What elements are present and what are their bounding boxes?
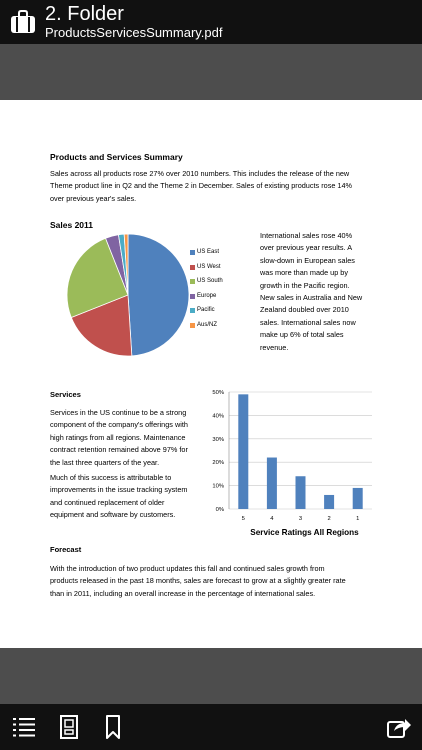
viewer-background-bottom bbox=[0, 648, 422, 704]
bar-rating-5 bbox=[238, 394, 249, 509]
x-tick-label: 4 bbox=[270, 516, 274, 522]
services-paragraph-1: Services in the US continue to be a stro… bbox=[50, 407, 188, 469]
x-tick-label: 5 bbox=[242, 516, 245, 522]
x-tick-label: 3 bbox=[299, 516, 302, 522]
y-tick-label: 0% bbox=[216, 507, 224, 513]
text-line: make up 6% of total sales bbox=[260, 330, 344, 340]
text-line: New sales in Australia and New bbox=[260, 293, 363, 303]
service-ratings-bar-chart: 0% 10% 20% 30% 40% 50% 5 4 3 2 1 Service Ratings Al… bbox=[212, 390, 372, 537]
text-line: growth in the Pacific region. bbox=[260, 280, 350, 290]
intro-line: over previous year's sales. bbox=[50, 193, 137, 203]
legend-label: US East bbox=[197, 249, 220, 255]
text-line: International sales rose 40% bbox=[260, 231, 353, 240]
pie-slice-us-west bbox=[70, 294, 133, 357]
list-icon[interactable] bbox=[11, 714, 37, 740]
legend-swatch bbox=[190, 293, 195, 299]
pie-slice-us-south bbox=[66, 237, 129, 318]
text-line: Services in the US continue to be a stro… bbox=[50, 408, 187, 417]
forecast-paragraph: With the introduction of two product upd… bbox=[50, 563, 346, 600]
top-bar: 2. Folder ProductsServicesSummary.pdf bbox=[0, 0, 422, 44]
share-icon[interactable] bbox=[386, 714, 412, 740]
intro-line: Theme product line in Q2 and the Theme 2… bbox=[50, 181, 353, 191]
sales-pie-chart bbox=[66, 233, 190, 357]
pie-slice-aus-nz bbox=[123, 233, 129, 296]
bottom-toolbar bbox=[0, 704, 422, 750]
text-line: products released in the past 18 months,… bbox=[50, 576, 346, 586]
y-tick-label: 20% bbox=[212, 460, 224, 466]
y-tick-label: 30% bbox=[212, 437, 224, 443]
intro-paragraph: Sales across all products rose 27% over … bbox=[50, 168, 352, 205]
text-line: than in 2011, including an overall incre… bbox=[50, 588, 316, 598]
text-line: over previous year results. A bbox=[260, 243, 353, 253]
legend-swatch bbox=[190, 322, 195, 328]
bar-chart-title: Service Ratings All Regions bbox=[250, 528, 359, 537]
legend-swatch bbox=[190, 264, 195, 270]
text-line: high ratings from all regions. Maintenan… bbox=[50, 432, 186, 442]
x-tick-label: 1 bbox=[356, 516, 359, 522]
intro-line: Sales across all products rose 27% over … bbox=[50, 169, 350, 178]
sales-chart-title: Sales 2011 bbox=[50, 220, 94, 230]
x-tick-label: 2 bbox=[327, 516, 330, 522]
text-line: Much of this success is attributable to bbox=[50, 473, 172, 482]
briefcase-icon[interactable] bbox=[10, 9, 36, 35]
viewer-background-top bbox=[0, 44, 422, 100]
text-line: sales. International sales now bbox=[260, 317, 356, 327]
text-line: was more than made up by bbox=[260, 268, 349, 278]
legend-label: US West bbox=[197, 263, 221, 270]
page-view-icon[interactable] bbox=[56, 714, 82, 740]
bar-rating-1 bbox=[352, 487, 363, 509]
legend-swatch bbox=[190, 279, 195, 284]
text-line: component of the company's offerings wit… bbox=[50, 420, 188, 430]
text-line: and continued replacement of older bbox=[50, 497, 165, 507]
text-line: revenue. bbox=[260, 342, 289, 352]
text-line: contract retention remained above 97% fo… bbox=[50, 445, 188, 455]
legend-label: Aus/NZ bbox=[197, 321, 218, 328]
pie-slice-us-east bbox=[127, 233, 190, 357]
y-tick-label: 10% bbox=[212, 484, 224, 490]
legend-label: Pacific bbox=[197, 307, 215, 313]
y-tick-label: 40% bbox=[212, 413, 224, 419]
pdf-page[interactable]: Products and Services Summary Sales acro… bbox=[0, 100, 422, 648]
bar-rating-3 bbox=[295, 476, 306, 509]
bookmark-icon[interactable] bbox=[100, 714, 126, 740]
text-line: the last three quarters of the year. bbox=[50, 457, 160, 467]
legend-swatch bbox=[190, 308, 195, 313]
file-name: ProductsServicesSummary.pdf bbox=[45, 25, 223, 40]
bar-rating-4 bbox=[266, 457, 277, 509]
text-line: Zealand doubled over 2010 bbox=[260, 305, 349, 315]
folder-title: 2. Folder bbox=[45, 3, 124, 25]
text-line: equipment and software by customers. bbox=[50, 510, 176, 520]
bar-rating-2 bbox=[324, 494, 335, 509]
text-line: With the introduction of two product upd… bbox=[50, 564, 325, 573]
text-line: slow-down in European sales bbox=[260, 255, 355, 265]
services-heading: Services bbox=[50, 390, 81, 399]
legend-label: US South bbox=[197, 278, 223, 284]
legend-swatch bbox=[190, 250, 195, 255]
y-tick-label: 50% bbox=[212, 390, 224, 396]
document-heading: Products and Services Summary bbox=[50, 152, 183, 162]
legend-label: Europe bbox=[197, 292, 217, 299]
forecast-heading: Forecast bbox=[50, 545, 82, 554]
text-line: improvements in the issue tracking syste… bbox=[50, 485, 188, 495]
international-sales-paragraph: International sales rose 40% over previo… bbox=[260, 230, 362, 354]
services-paragraph-2: Much of this success is attributable to … bbox=[50, 472, 187, 522]
